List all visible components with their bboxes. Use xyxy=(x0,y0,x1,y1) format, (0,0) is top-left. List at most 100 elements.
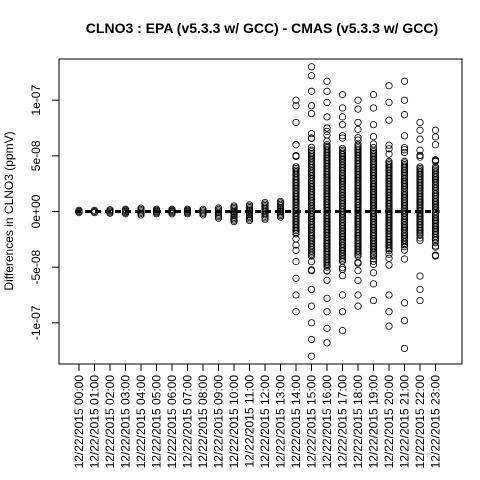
x-tick-label: 12/22/2015 07:00 xyxy=(181,375,195,469)
data-point xyxy=(401,256,407,262)
data-point-outlier xyxy=(386,292,392,298)
x-tick-label: 12/22/2015 13:00 xyxy=(274,375,288,469)
data-point-outlier xyxy=(386,99,392,105)
data-point-outlier xyxy=(401,78,407,84)
data-point-outlier xyxy=(308,88,314,94)
x-tick-label: 12/22/2015 00:00 xyxy=(72,375,86,469)
data-point-outlier xyxy=(370,281,376,287)
data-point xyxy=(386,142,392,148)
data-point-outlier xyxy=(355,292,361,298)
data-point-outlier xyxy=(386,323,392,329)
data-point-outlier xyxy=(417,127,423,133)
data-point xyxy=(324,277,330,283)
data-point-outlier xyxy=(355,303,361,309)
x-tick-label: 12/22/2015 21:00 xyxy=(398,375,412,469)
data-point-outlier xyxy=(308,320,314,326)
x-tick-label: 12/22/2015 15:00 xyxy=(305,375,319,469)
y-tick-label: -1e-07 xyxy=(29,305,43,340)
y-tick-label: 0e+00 xyxy=(29,194,43,228)
data-point xyxy=(355,267,361,273)
data-point-outlier xyxy=(432,134,438,140)
x-tick-label: 12/22/2015 19:00 xyxy=(367,375,381,469)
data-point-outlier xyxy=(293,308,299,314)
data-point-outlier xyxy=(308,64,314,70)
data-point-outlier xyxy=(370,270,376,276)
data-point-outlier xyxy=(386,117,392,123)
x-tick-label: 12/22/2015 04:00 xyxy=(134,375,148,469)
x-tick-label: 12/22/2015 08:00 xyxy=(196,375,210,469)
data-point-outlier xyxy=(401,300,407,306)
data-point xyxy=(308,135,314,141)
data-point-outlier xyxy=(355,106,361,112)
y-tick-label: 5e-08 xyxy=(29,140,43,171)
data-point-outlier xyxy=(293,292,299,298)
data-point-outlier xyxy=(308,73,314,79)
data-point-outlier xyxy=(308,103,314,109)
y-tick-label: 1e-07 xyxy=(29,85,43,116)
x-axis: 12/22/2015 00:00 12/22/2015 01:00 12/22/20… xyxy=(72,364,443,468)
data-point-outlier xyxy=(401,133,407,139)
x-tick-label: 12/22/2015 09:00 xyxy=(212,375,226,469)
data-point-outlier xyxy=(401,97,407,103)
data-point-outlier xyxy=(293,119,299,125)
x-tick-label: 12/22/2015 11:00 xyxy=(243,375,257,468)
data-point-outlier xyxy=(324,99,330,105)
data-point-outlier xyxy=(370,91,376,97)
x-tick-label: 12/22/2015 12:00 xyxy=(258,375,272,469)
data-point-outlier xyxy=(324,88,330,94)
data-point xyxy=(370,133,376,139)
data-point-outlier xyxy=(308,336,314,342)
data-point-outlier xyxy=(339,327,345,333)
data-point-outlier xyxy=(293,258,299,264)
data-point-outlier xyxy=(339,121,345,127)
data-point-outlier xyxy=(386,83,392,89)
data-point-outlier xyxy=(417,286,423,292)
data-point-outlier xyxy=(432,127,438,133)
data-point-outlier xyxy=(355,277,361,283)
y-tick-label: -5e-08 xyxy=(29,249,43,284)
data-point-outlier xyxy=(417,136,423,142)
data-point-outlier xyxy=(324,114,330,120)
data-point-outlier xyxy=(417,119,423,125)
y-axis-label: Differences in CLNO3 (ppmV) xyxy=(2,131,16,290)
x-tick-label: 12/22/2015 23:00 xyxy=(429,375,443,469)
data-point-outlier xyxy=(355,119,361,125)
data-point-outlier xyxy=(401,345,407,351)
data-point-outlier xyxy=(339,308,345,314)
data-point-outlier xyxy=(339,91,345,97)
data-point-outlier xyxy=(308,286,314,292)
data-point-outlier xyxy=(401,111,407,117)
x-tick-label: 12/22/2015 20:00 xyxy=(382,375,396,469)
data-point-outlier xyxy=(324,295,330,301)
data-point-outlier xyxy=(324,340,330,346)
data-point-outlier xyxy=(370,297,376,303)
data-point-outlier xyxy=(370,105,376,111)
data-point-outlier xyxy=(308,303,314,309)
x-tick-label: 12/22/2015 10:00 xyxy=(227,375,241,469)
data-point-outlier xyxy=(370,121,376,127)
data-point-outlier xyxy=(308,110,314,116)
data-point-outlier xyxy=(432,142,438,148)
data-point xyxy=(339,272,345,278)
x-tick-label: 12/22/2015 05:00 xyxy=(150,375,164,469)
data-point-outlier xyxy=(417,273,423,279)
x-tick-label: 12/22/2015 03:00 xyxy=(119,375,133,469)
x-tick-label: 12/22/2015 22:00 xyxy=(413,375,427,469)
x-tick-label: 12/22/2015 01:00 xyxy=(88,375,102,469)
y-axis: -1e-07 -5e-08 0e+00 5e-08 1e-07 xyxy=(29,85,59,341)
x-tick-label: 12/22/2015 17:00 xyxy=(336,375,350,469)
data-point-outlier xyxy=(386,308,392,314)
data-point-outlier xyxy=(417,297,423,303)
data-point-outlier xyxy=(324,325,330,331)
data-point-outlier xyxy=(355,97,361,103)
data-point-outlier xyxy=(324,308,330,314)
data-point-outlier xyxy=(293,142,299,148)
x-tick-label: 12/22/2015 02:00 xyxy=(103,375,117,469)
x-tick-label: 12/22/2015 18:00 xyxy=(351,375,365,469)
data-point-outlier xyxy=(324,78,330,84)
data-point-outlier xyxy=(339,105,345,111)
data-point-outlier xyxy=(401,317,407,323)
data-point-outlier xyxy=(339,292,345,298)
data-point-outlier xyxy=(293,275,299,281)
